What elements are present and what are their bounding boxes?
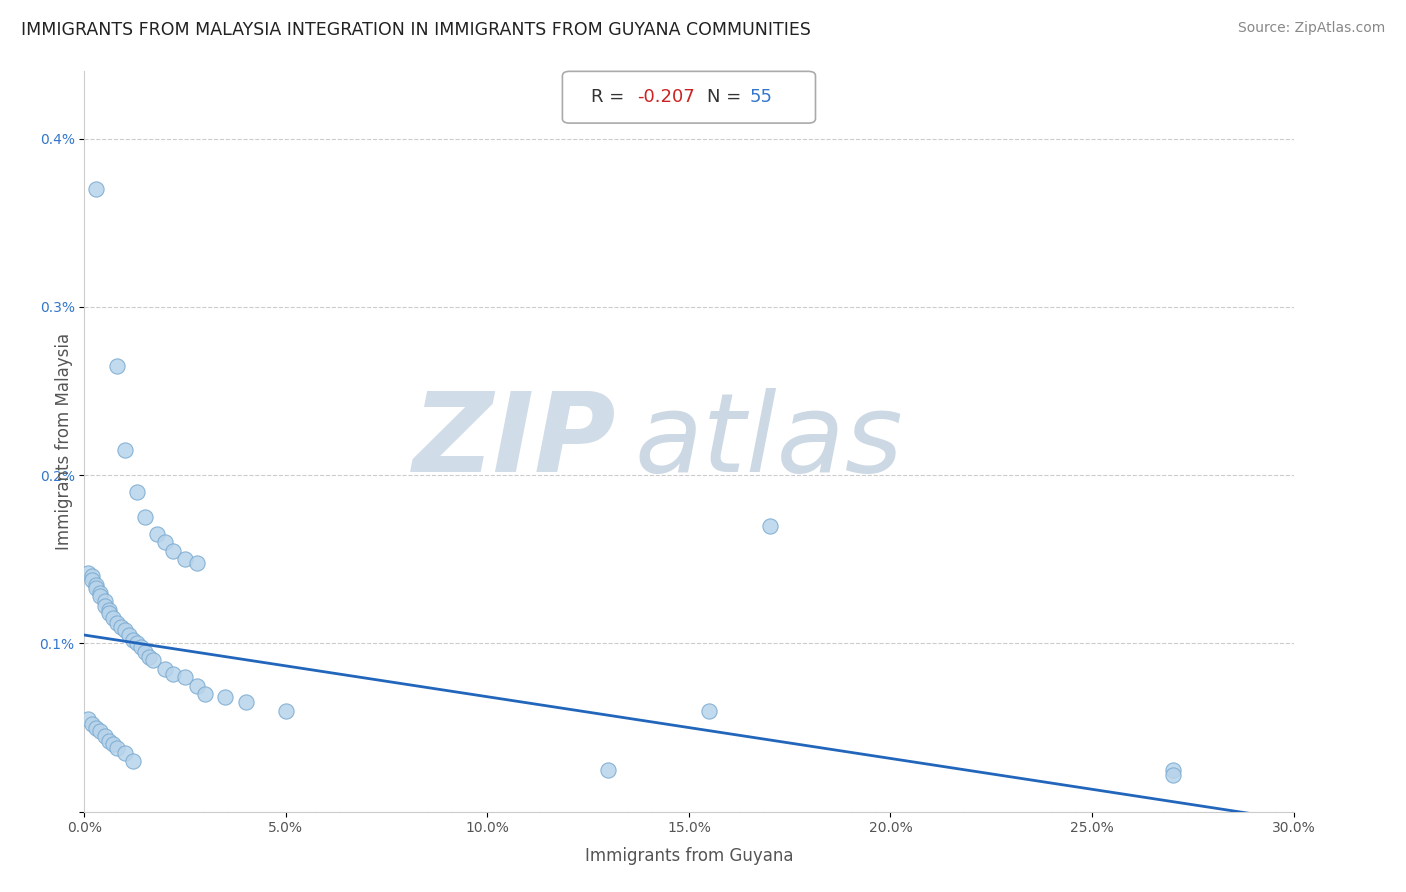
Point: [93, 599, 115, 614]
Point: [97, 606, 120, 620]
Point: [114, 746, 136, 760]
Point: [86, 577, 108, 591]
Point: [82, 573, 104, 587]
Point: [125, 485, 148, 500]
Point: [101, 738, 124, 752]
Point: [153, 662, 176, 676]
Point: [110, 619, 132, 633]
Point: [86, 581, 108, 595]
Point: [142, 653, 165, 667]
Point: [138, 649, 160, 664]
Point: [214, 690, 236, 705]
Text: ZIP: ZIP: [413, 388, 616, 495]
Point: [194, 687, 217, 701]
Point: [186, 556, 208, 570]
Point: [77, 566, 100, 580]
Point: [82, 569, 104, 583]
Point: [162, 666, 184, 681]
Point: [86, 721, 108, 735]
Point: [174, 670, 197, 684]
Text: -0.207: -0.207: [637, 88, 695, 106]
Point: [134, 510, 156, 524]
Point: [89, 590, 111, 604]
Point: [105, 616, 128, 631]
Point: [105, 740, 128, 755]
Point: [93, 594, 115, 608]
Point: [121, 633, 143, 648]
Point: [134, 645, 156, 659]
Point: [274, 704, 297, 718]
Point: [125, 636, 148, 650]
Point: [105, 359, 128, 373]
Point: [114, 623, 136, 637]
Point: [86, 182, 108, 196]
Y-axis label: Immigrants from Malaysia: Immigrants from Malaysia: [55, 333, 73, 550]
Point: [153, 535, 176, 549]
Point: [89, 723, 111, 738]
Point: [89, 586, 111, 600]
Text: Source: ZipAtlas.com: Source: ZipAtlas.com: [1237, 21, 1385, 35]
Point: [174, 552, 197, 566]
Point: [101, 611, 124, 625]
Point: [82, 717, 104, 731]
Text: N =: N =: [707, 88, 747, 106]
Text: R =: R =: [591, 88, 630, 106]
Point: [114, 442, 136, 457]
Point: [697, 704, 720, 718]
Point: [235, 695, 257, 709]
X-axis label: Immigrants from Guyana: Immigrants from Guyana: [585, 847, 793, 864]
Point: [146, 527, 169, 541]
Text: IMMIGRANTS FROM MALAYSIA INTEGRATION IN IMMIGRANTS FROM GUYANA COMMUNITIES: IMMIGRANTS FROM MALAYSIA INTEGRATION IN …: [21, 21, 811, 38]
Point: [93, 729, 115, 743]
Text: 55: 55: [749, 88, 772, 106]
Point: [758, 518, 780, 533]
Point: [1161, 763, 1184, 777]
Text: atlas: atlas: [634, 388, 903, 495]
Point: [118, 628, 141, 642]
Point: [121, 754, 143, 768]
Point: [77, 712, 100, 726]
Point: [186, 679, 208, 693]
Point: [162, 544, 184, 558]
Point: [97, 603, 120, 617]
Point: [598, 763, 620, 777]
Point: [1161, 767, 1184, 781]
Point: [97, 734, 120, 748]
Point: [129, 640, 152, 654]
